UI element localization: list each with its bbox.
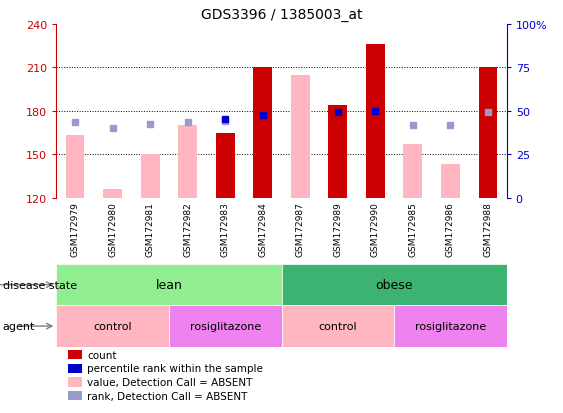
Title: GDS3396 / 1385003_at: GDS3396 / 1385003_at (201, 8, 362, 22)
Bar (253, 68, 272, 198)
Bar (441, 165, 460, 198)
Bar (366, 112, 385, 198)
Text: GSM172983: GSM172983 (221, 202, 230, 256)
Text: control: control (93, 321, 132, 331)
Bar (169, 306, 282, 347)
Bar (178, 126, 197, 198)
Text: GSM172986: GSM172986 (446, 202, 455, 256)
Text: agent: agent (3, 321, 35, 331)
Text: GSM172979: GSM172979 (70, 202, 79, 256)
Text: rosiglitazone: rosiglitazone (415, 321, 486, 331)
Text: count: count (87, 350, 117, 360)
Bar (282, 306, 394, 347)
Text: GSM172990: GSM172990 (371, 202, 380, 256)
Text: GSM172987: GSM172987 (296, 202, 305, 256)
Bar (66, 136, 84, 198)
Bar (404, 145, 422, 198)
Bar (216, 133, 235, 198)
Bar (394, 306, 507, 347)
Text: GSM172985: GSM172985 (408, 202, 417, 256)
Text: rank, Detection Call = ABSENT: rank, Detection Call = ABSENT (87, 391, 248, 401)
Text: GSM172982: GSM172982 (183, 202, 192, 256)
Text: rosiglitazone: rosiglitazone (190, 321, 261, 331)
Text: lean: lean (155, 278, 182, 292)
Bar (479, 68, 497, 198)
Bar (282, 264, 507, 306)
Text: control: control (319, 321, 357, 331)
Bar (56, 264, 282, 306)
Bar (291, 75, 310, 198)
Text: disease state: disease state (3, 280, 77, 290)
Text: GSM172984: GSM172984 (258, 202, 267, 256)
Text: percentile rank within the sample: percentile rank within the sample (87, 363, 263, 373)
Text: GSM172989: GSM172989 (333, 202, 342, 256)
Text: obese: obese (376, 278, 413, 292)
Text: value, Detection Call = ABSENT: value, Detection Call = ABSENT (87, 377, 253, 387)
Text: GSM172981: GSM172981 (146, 202, 155, 256)
Bar (366, 45, 385, 198)
Text: GSM172980: GSM172980 (108, 202, 117, 256)
Bar (103, 190, 122, 198)
Bar (328, 106, 347, 198)
Bar (56, 306, 169, 347)
Bar (141, 155, 159, 198)
Text: GSM172988: GSM172988 (484, 202, 493, 256)
